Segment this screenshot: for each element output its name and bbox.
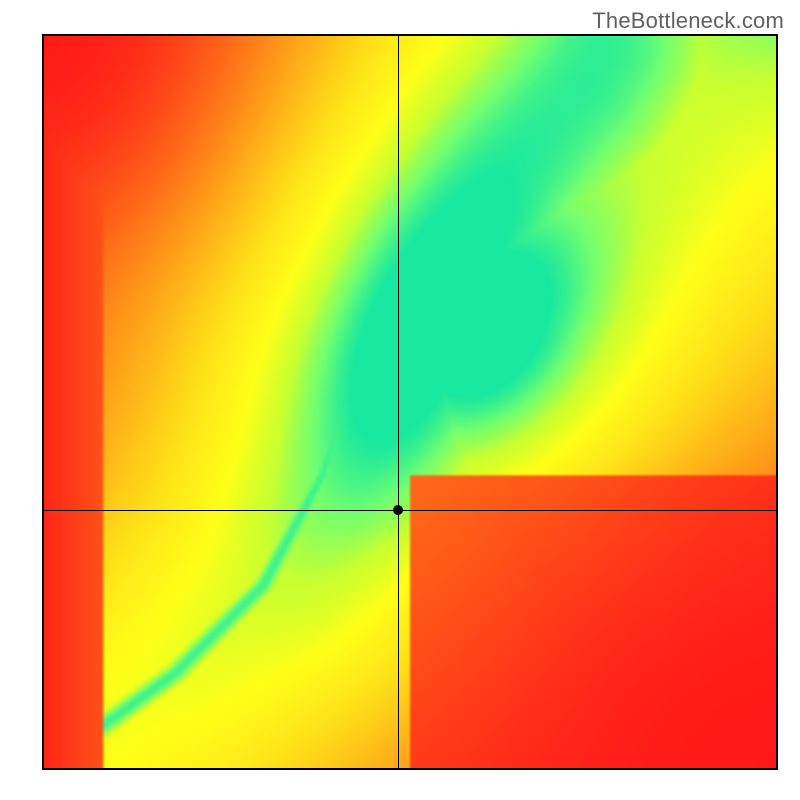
crosshair-vertical [398, 36, 399, 768]
root: TheBottleneck.com [0, 0, 800, 800]
watermark-text: TheBottleneck.com [592, 8, 784, 34]
crosshair-horizontal [44, 510, 776, 511]
heatmap-canvas [44, 36, 776, 768]
plot-frame [42, 34, 778, 770]
crosshair-marker [393, 505, 403, 515]
